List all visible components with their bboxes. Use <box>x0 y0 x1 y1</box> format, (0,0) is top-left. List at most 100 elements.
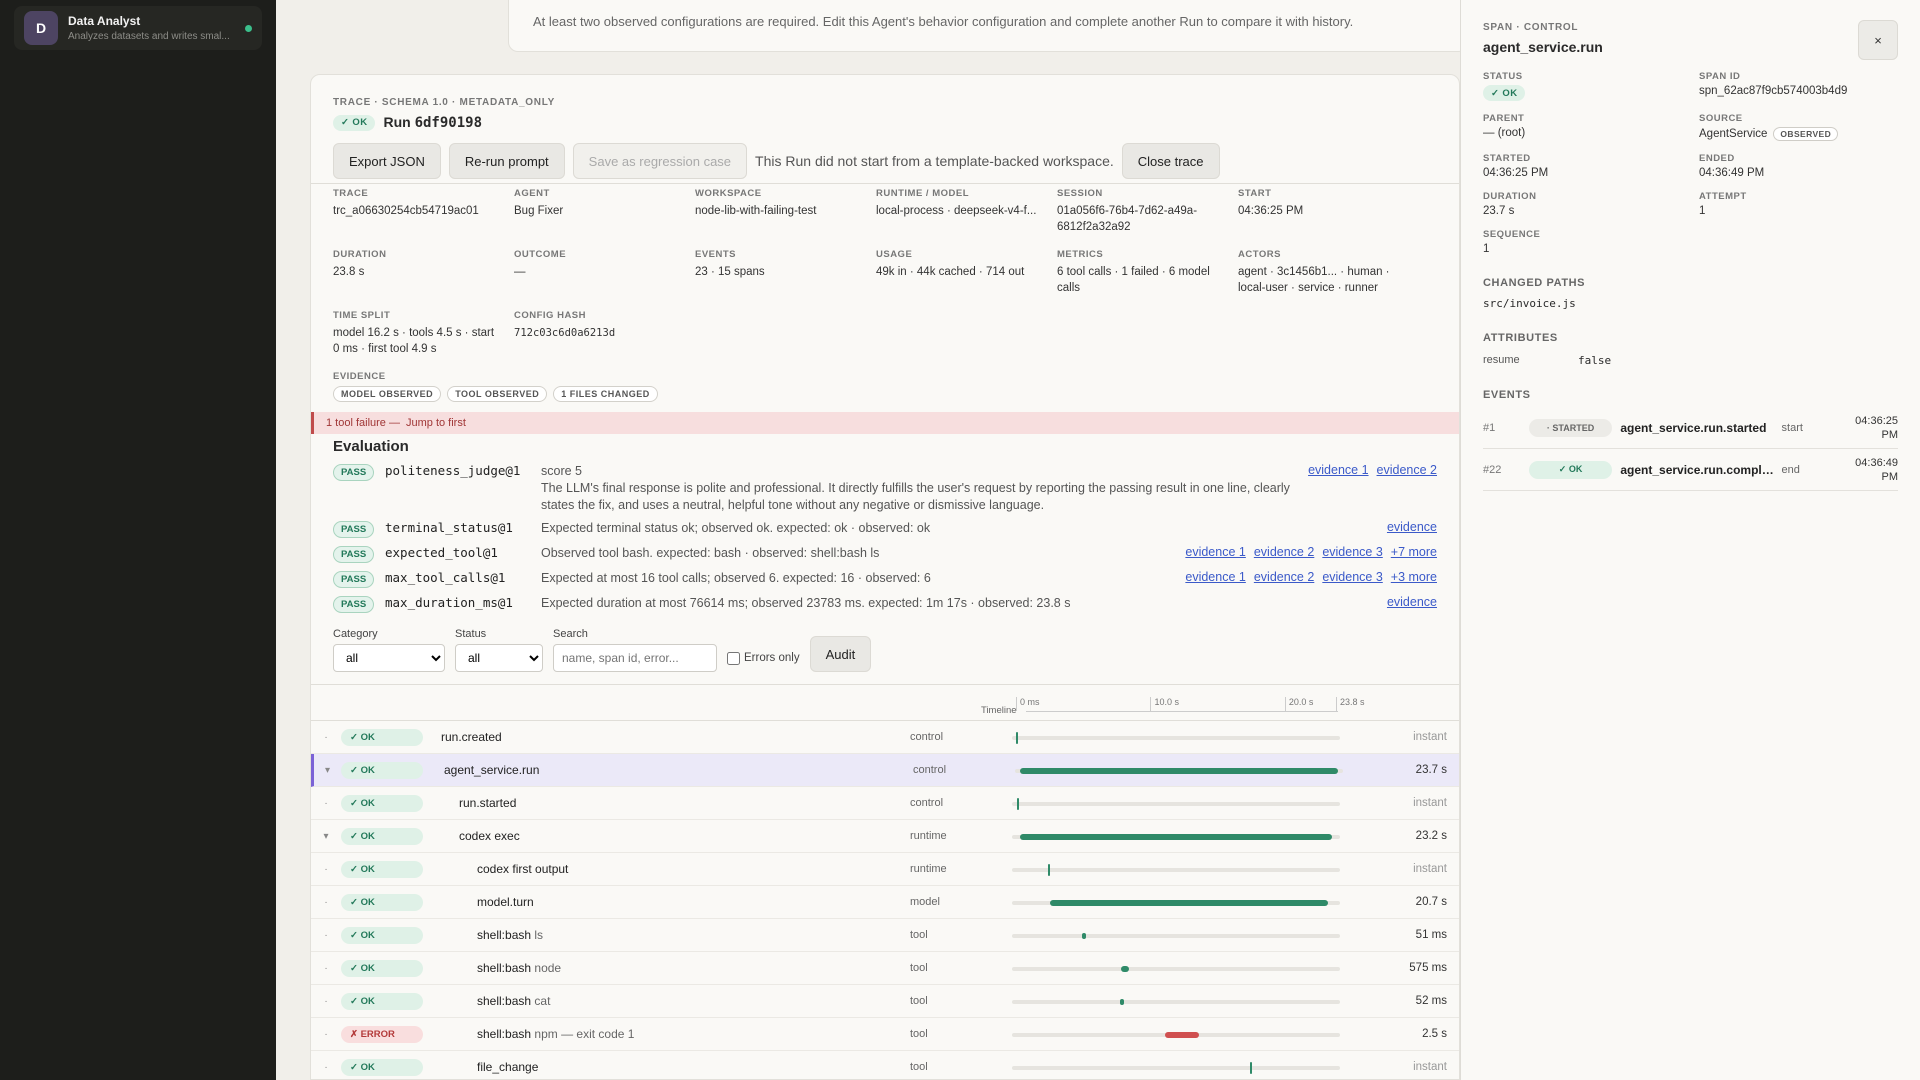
evidence-link[interactable]: evidence 1 <box>1308 463 1369 477</box>
meta-agent: AGENT Bug Fixer <box>514 188 695 249</box>
meta-label: ACTORS <box>1238 249 1281 260</box>
span-field-parent: PARENT — (root) <box>1483 113 1699 141</box>
pass-badge-cell: PASS <box>333 520 385 538</box>
observed-badge: OBSERVED <box>1773 127 1839 141</box>
export-json-button[interactable]: Export JSON <box>333 143 441 179</box>
evaluation-row: PASS max_duration_ms@1 Expected duration a… <box>333 595 1437 620</box>
span-row[interactable]: · ✓ OK shell:bash cat tool 52 ms <box>311 985 1459 1018</box>
span-timeline-track <box>1012 999 1340 1005</box>
field-value: spn_62ac87f9cb574003b4d9 <box>1699 85 1915 97</box>
evidence-link[interactable]: evidence 3 <box>1322 545 1383 559</box>
meta-value: 01a056f6-76b4-7d62-a49a-6812f2a32a92 <box>1057 205 1198 233</box>
span-name: shell:bash cat <box>477 994 550 1008</box>
meta-label: DURATION <box>333 249 387 260</box>
meta-events: EVENTS 23 · 15 spans <box>695 249 876 310</box>
status-select[interactable]: all <box>455 644 543 672</box>
field-value-text: 04:36:25 PM <box>1483 167 1549 179</box>
span-row[interactable]: · ✓ OK file_change tool instant <box>311 1051 1459 1079</box>
span-row[interactable]: ▾ ✓ OK agent_service.run control 23.7 s <box>311 754 1459 787</box>
span-row[interactable]: · ✗ ERROR shell:bash npm — exit code 1 tool… <box>311 1018 1459 1051</box>
chevron-down-icon[interactable]: ▾ <box>324 764 331 776</box>
span-duration: instant <box>1413 1061 1447 1073</box>
span-row[interactable]: · ✓ OK run.started control instant <box>311 787 1459 820</box>
rerun-prompt-button[interactable]: Re-run prompt <box>448 143 565 179</box>
changed-paths: src/invoice.js <box>1483 297 1898 310</box>
meta-workspace: WORKSPACE node-lib-with-failing-test <box>695 188 876 249</box>
evaluation-row: PASS max_tool_calls@1 Expected at most 16 … <box>333 570 1437 595</box>
event-row[interactable]: #22 ✓ OK agent_service.run.comple... end 04:… <box>1483 449 1898 491</box>
evaluation-row: PASS expected_tool@1 Observed tool bash. e… <box>333 545 1437 570</box>
span-timeline-track <box>1012 966 1340 972</box>
span-duration: 2.5 s <box>1422 1028 1447 1040</box>
field-value: 04:36:25 PM <box>1483 167 1699 179</box>
event-phase: start <box>1781 421 1803 434</box>
save-regression-button[interactable]: Save as regression case <box>572 143 748 179</box>
meta-value: local-process · deepseek-v4-f... <box>876 205 1037 217</box>
evidence-link[interactable]: evidence 3 <box>1322 570 1383 584</box>
close-icon[interactable]: × <box>1858 20 1898 60</box>
failure-text: 1 tool failure — <box>326 417 400 429</box>
trace-kicker: TRACE · SCHEMA 1.0 · METADATA_ONLY <box>333 97 555 108</box>
evaluation-summary: Expected duration at most 76614 ms; obse… <box>541 596 1071 610</box>
bullet-icon: · <box>324 929 328 941</box>
meta-label: START <box>1238 188 1272 199</box>
span-row[interactable]: · ✓ OK shell:bash ls tool 51 ms <box>311 919 1459 952</box>
evaluation-row: PASS terminal_status@1 Expected terminal s… <box>333 520 1437 545</box>
close-trace-button[interactable]: Close trace <box>1121 143 1220 179</box>
span-row[interactable]: · ✓ OK model.turn model 20.7 s <box>311 886 1459 919</box>
evidence-link[interactable]: evidence 2 <box>1253 570 1315 584</box>
field-label: ENDED <box>1699 153 1735 164</box>
span-name-text: agent_service.run <box>444 763 540 777</box>
event-row[interactable]: #1 · STARTED agent_service.run.started star… <box>1483 407 1898 449</box>
chevron-down-icon[interactable]: ▾ <box>323 830 329 842</box>
audit-button[interactable]: Audit <box>809 636 872 672</box>
meta-time-split: TIME SPLIT model 16.2 s · tools 4.5 s · s… <box>333 310 514 371</box>
span-row[interactable]: · ✓ OK codex first output runtime instant <box>311 853 1459 886</box>
span-detail-text: cat <box>534 994 551 1008</box>
field-label: STATUS <box>1483 71 1523 82</box>
span-row[interactable]: · ✓ OK run.created control instant <box>311 721 1459 754</box>
errors-only-toggle[interactable]: Errors only <box>727 644 800 672</box>
span-row[interactable]: · ✓ OK shell:bash node tool 575 ms <box>311 952 1459 985</box>
meta-duration: DURATION 23.8 s <box>333 249 514 310</box>
span-name: shell:bash npm — exit code 1 <box>477 1027 634 1041</box>
agent-card[interactable]: D Data Analyst Analyzes datasets and wri… <box>14 6 262 50</box>
evidence-link[interactable]: +3 more <box>1390 570 1437 584</box>
evidence-link[interactable]: evidence 1 <box>1185 545 1246 559</box>
evidence-link[interactable]: evidence <box>1386 595 1437 609</box>
span-detail-text: npm — exit code 1 <box>534 1027 635 1041</box>
event-index: #22 <box>1483 463 1502 476</box>
span-name-text: shell:bash <box>477 1027 532 1041</box>
evaluation-text: score 5 The LLM's final response is polit… <box>541 463 1308 520</box>
span-field-duration: DURATION 23.7 s <box>1483 191 1699 217</box>
errors-only-checkbox[interactable] <box>727 651 740 665</box>
meta-label: WORKSPACE <box>695 188 762 199</box>
span-category: tool <box>910 929 928 941</box>
meta-label: OUTCOME <box>514 249 567 260</box>
span-status-badge: ✓ OK <box>341 761 423 779</box>
bullet-icon: · <box>324 1028 328 1040</box>
span-duration: instant <box>1413 797 1447 809</box>
span-timeline-bar <box>1020 834 1332 840</box>
evidence-link[interactable]: evidence <box>1386 520 1437 534</box>
span-timeline-track <box>1012 900 1340 906</box>
span-timeline-bar <box>1120 966 1129 972</box>
search-input[interactable] <box>553 644 717 672</box>
category-select[interactable]: all <box>333 644 445 672</box>
attribute-key: resume <box>1483 354 1520 366</box>
span-row[interactable]: ▾ ✓ OK codex exec runtime 23.2 s <box>311 820 1459 853</box>
evidence-link[interactable]: +7 more <box>1390 545 1437 559</box>
jump-to-first-link[interactable]: Jump to first <box>405 417 466 429</box>
field-value-text: 1 <box>1483 243 1490 255</box>
evidence-link[interactable]: evidence 2 <box>1253 545 1315 559</box>
span-category: runtime <box>910 863 947 875</box>
span-timeline-track <box>1015 768 1343 774</box>
span-field-attempt: ATTEMPT 1 <box>1699 191 1915 217</box>
span-category: tool <box>910 962 928 974</box>
evidence-link[interactable]: evidence 1 <box>1185 570 1246 584</box>
field-value: ✓ OK <box>1483 85 1699 101</box>
evidence-link[interactable]: evidence 2 <box>1376 463 1437 477</box>
field-label: PARENT <box>1483 113 1525 124</box>
meta-label: TRACE <box>333 188 369 199</box>
span-timeline-bar <box>1017 798 1020 810</box>
